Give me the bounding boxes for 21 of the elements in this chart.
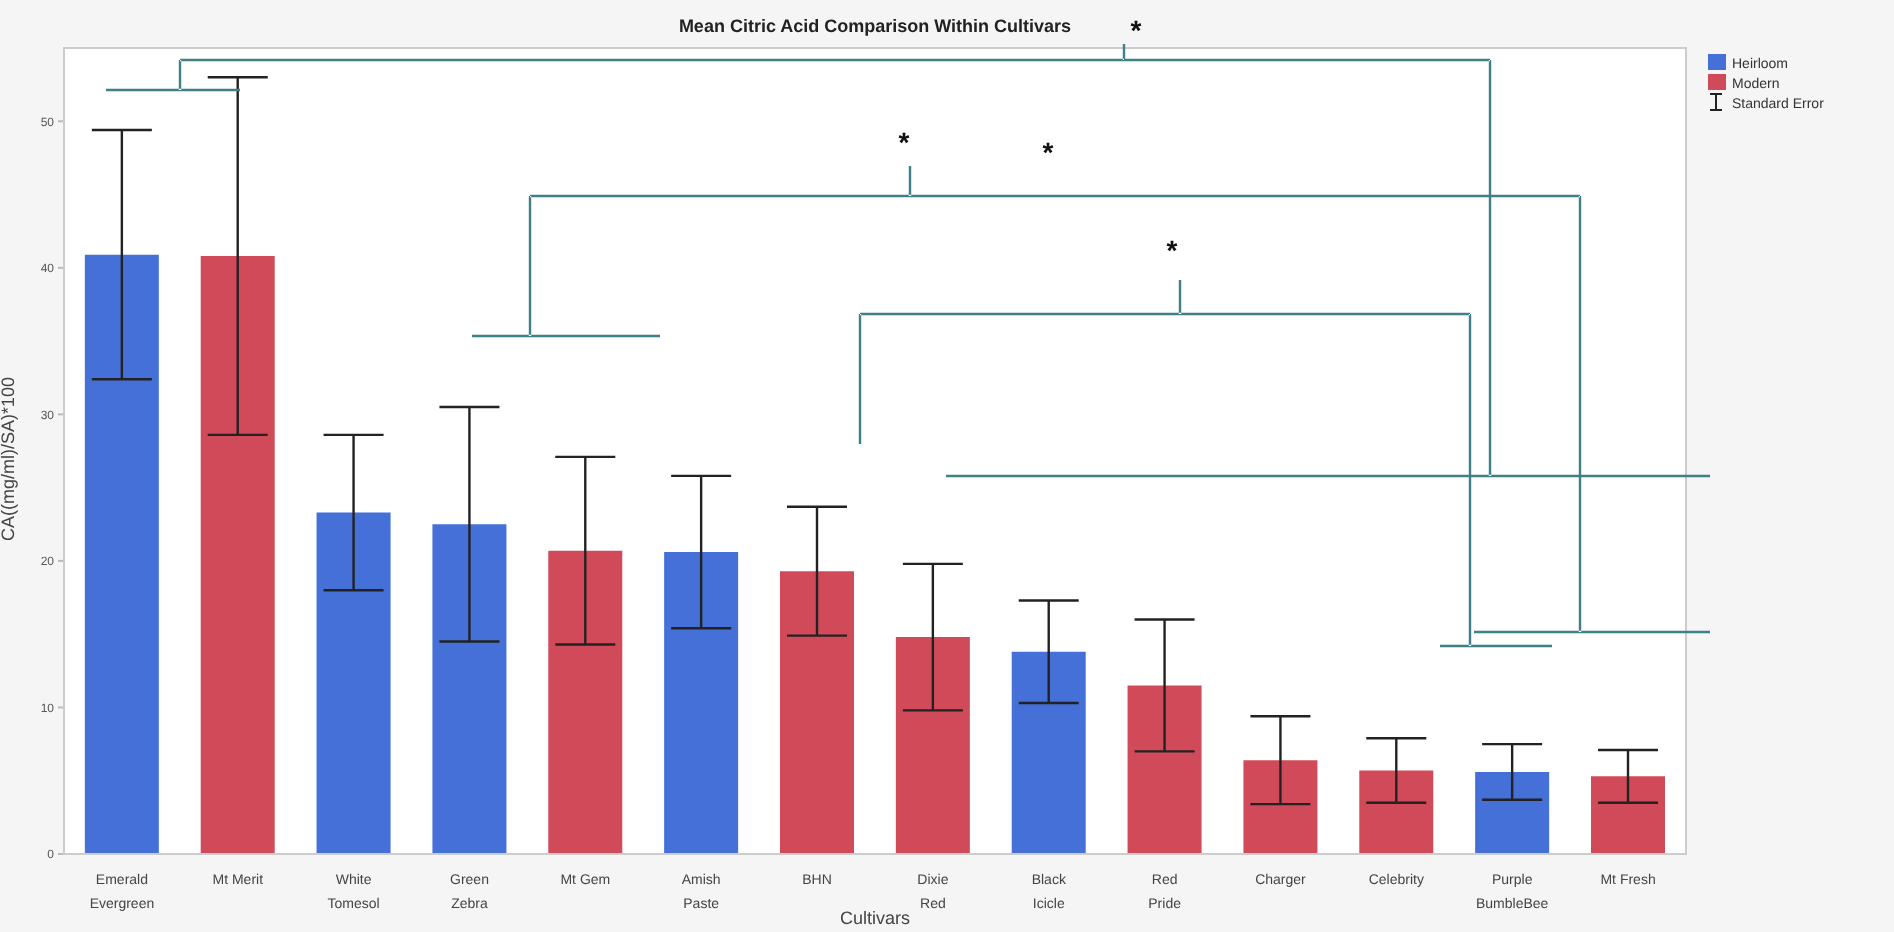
chart-title: Mean Citric Acid Comparison Within Cultivars	[678, 16, 1072, 36]
bar	[548, 550, 623, 854]
text: *	[1130, 14, 1143, 46]
bar	[1475, 771, 1550, 854]
bar	[1011, 651, 1086, 854]
x-axis-title: Cultivars	[839, 908, 911, 928]
bar	[895, 637, 970, 854]
bar	[200, 256, 275, 854]
annotation: *	[1042, 136, 1055, 168]
y-axis-title: CA((mg/ml)/SA)*100	[0, 376, 19, 541]
bar	[780, 571, 854, 854]
bar	[316, 512, 391, 854]
bar	[1127, 685, 1202, 854]
bar	[664, 552, 739, 854]
bar	[1359, 770, 1434, 854]
bar	[84, 254, 159, 854]
annotation: *	[898, 126, 911, 158]
annotation: *	[1166, 234, 1179, 266]
bar	[432, 524, 507, 854]
bar	[1591, 776, 1665, 854]
bar	[1243, 760, 1318, 854]
